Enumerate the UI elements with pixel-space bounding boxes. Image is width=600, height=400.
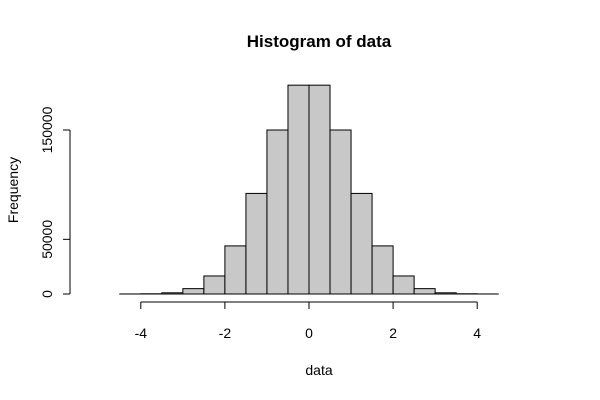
y-tick-label: 50000 [39, 220, 55, 259]
x-tick-label: 4 [473, 325, 481, 341]
histogram-bar [224, 245, 247, 295]
chart-title: Histogram of data [247, 32, 392, 51]
histogram-bar [245, 192, 268, 295]
histogram-bar [203, 275, 226, 295]
bars-group [119, 84, 499, 295]
y-tick-label: 0 [39, 290, 55, 298]
histogram-bar [182, 288, 205, 295]
histogram-bar [266, 129, 289, 295]
histogram-bar [392, 275, 415, 295]
y-axis-label: Frequency [5, 157, 21, 223]
x-tick-label: 0 [305, 325, 313, 341]
y-axis: 0 50000 150000 [39, 106, 71, 298]
x-axis: -4 -2 0 2 4 [135, 301, 481, 341]
y-tick-label: 150000 [39, 106, 55, 153]
histogram-bar [287, 84, 310, 295]
x-tick-label: -2 [219, 325, 232, 341]
histogram-bar [413, 288, 436, 295]
x-axis-label: data [305, 362, 332, 378]
histogram-bar [371, 245, 394, 295]
histogram-bar [434, 292, 457, 295]
histogram-bar [161, 292, 184, 295]
x-tick-label: -4 [135, 325, 148, 341]
x-tick-label: 2 [389, 325, 397, 341]
histogram-bar [308, 84, 331, 295]
histogram-bar [350, 192, 373, 295]
histogram-bar [329, 129, 352, 295]
